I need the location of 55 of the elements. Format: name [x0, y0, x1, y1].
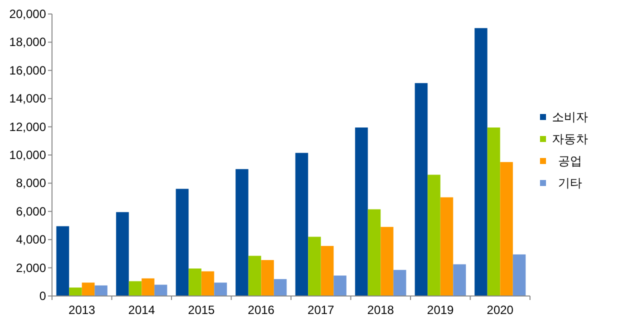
y-tick-label: 18,000 [9, 35, 46, 50]
bar [428, 174, 440, 296]
x-tick-label: 2016 [248, 303, 275, 317]
bar [214, 282, 227, 296]
bar [142, 278, 154, 296]
bar [188, 268, 202, 296]
x-tick-label: 2017 [308, 303, 335, 317]
bar [201, 271, 214, 296]
y-tick-label: 4,000 [16, 232, 46, 247]
bar [474, 28, 488, 296]
bar [56, 226, 70, 296]
bar [94, 285, 108, 296]
x-tick-label: 2019 [427, 303, 454, 317]
y-tick-label: 2,000 [16, 260, 46, 275]
x-tick-label: 2020 [486, 303, 514, 317]
bar [500, 162, 513, 296]
bar [69, 288, 82, 296]
bar [414, 83, 428, 296]
bar [487, 128, 500, 296]
bar [453, 264, 466, 296]
bar [295, 152, 308, 296]
y-tick-label: 14,000 [9, 92, 46, 106]
y-tick-label: 6,000 [16, 204, 46, 218]
y-tick-label: 10,000 [9, 148, 46, 162]
bar [368, 209, 381, 296]
bar [82, 282, 95, 296]
x-tick-label: 2014 [128, 303, 156, 317]
bar [355, 128, 368, 296]
bar [274, 279, 287, 296]
x-tick-label: 2015 [188, 303, 216, 317]
y-tick-label: 12,000 [9, 120, 46, 134]
x-tick-label: 2018 [367, 303, 394, 317]
x-tick-label: 2013 [68, 303, 96, 317]
legend-label: 소비자 [552, 110, 588, 124]
y-tick-label: 20,000 [9, 7, 46, 21]
bar [248, 256, 262, 296]
y-tick-label: 8,000 [16, 176, 46, 190]
legend-label: 기타 [558, 176, 582, 190]
bar [512, 254, 526, 296]
legend-label: 공업 [558, 154, 582, 168]
bar [176, 188, 189, 296]
bar [236, 169, 248, 296]
bar [380, 226, 394, 296]
bar [334, 276, 346, 296]
bar [261, 260, 274, 296]
bar [154, 284, 168, 296]
y-tick-label: 0 [39, 289, 46, 303]
y-tick-label: 16,000 [9, 63, 46, 78]
bar [116, 212, 129, 296]
bar [393, 270, 406, 296]
bar [308, 236, 321, 296]
bar [320, 246, 334, 296]
legend-label: 자동차 [552, 132, 588, 146]
bar [128, 281, 142, 296]
bar [440, 197, 454, 296]
